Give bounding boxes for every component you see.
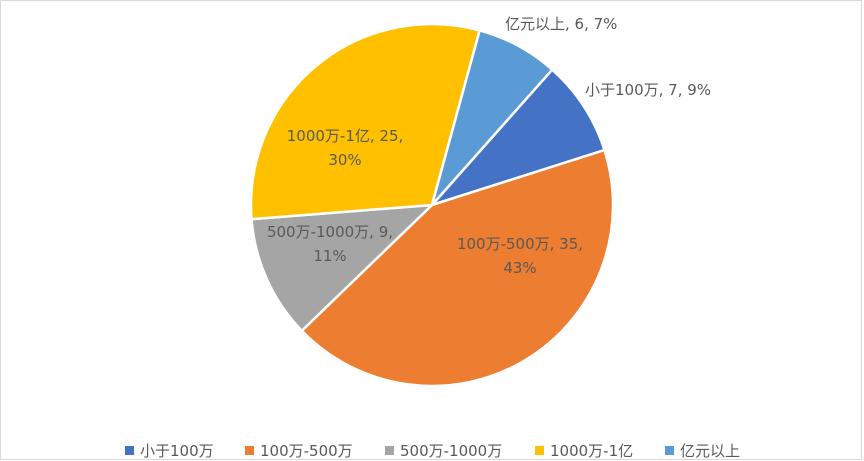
legend-entry: 亿元以上 <box>665 440 740 461</box>
pie-slice <box>250 203 436 333</box>
legend-swatch <box>665 446 674 455</box>
pie-slice <box>249 22 482 221</box>
legend-swatch <box>385 446 394 455</box>
pie-slice <box>428 67 607 208</box>
legend-swatch <box>125 446 134 455</box>
legend-label: 100万-500万 <box>260 442 353 460</box>
data-label: 小于100万, 7, 9% <box>585 81 712 99</box>
legend-label: 小于100万 <box>140 442 214 460</box>
legend-entry: 100万-500万 <box>245 440 353 461</box>
data-label: 100万-500万, 35, 43% <box>456 235 584 277</box>
legend-swatch <box>245 446 254 455</box>
legend-label: 1000万-1亿 <box>550 442 634 460</box>
legend-label: 亿元以上 <box>680 442 741 460</box>
pie-slice <box>300 148 615 388</box>
legend-swatch <box>535 446 544 455</box>
pie-slice <box>430 28 554 206</box>
legend-label: 500万-1000万 <box>400 442 503 460</box>
data-label: 500万-1000万, 9, 11% <box>266 223 394 265</box>
data-label: 1000万-1亿, 25, 30% <box>286 127 404 169</box>
legend-entry: 小于100万 <box>125 440 214 461</box>
legend-entry: 500万-1000万 <box>385 440 502 461</box>
data-label: 亿元以上, 6, 7% <box>505 15 618 33</box>
legend-entry: 1000万-1亿 <box>535 440 633 461</box>
